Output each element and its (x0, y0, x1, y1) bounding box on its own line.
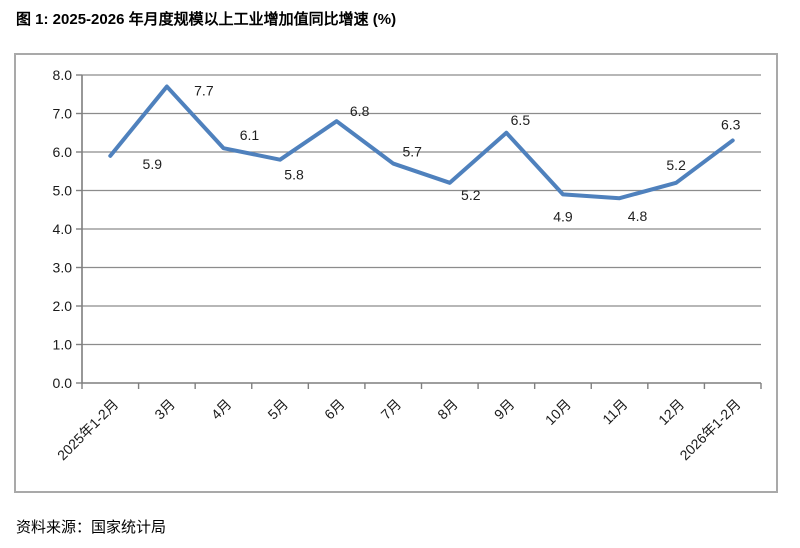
y-tick-label: 4.0 (53, 221, 73, 237)
data-label: 5.2 (461, 187, 481, 203)
data-label: 4.8 (628, 208, 648, 224)
y-tick-label: 0.0 (53, 375, 73, 391)
data-label: 5.7 (402, 144, 422, 160)
x-tick-label: 10月 (542, 396, 574, 428)
source-note: 资料来源：国家统计局 (16, 519, 167, 536)
y-tick-label: 7.0 (53, 106, 73, 122)
chart-panel: 0.0 1.0 2.0 3.0 4.0 5.0 6.0 7.0 8.0 2025年1-2月 3月 4月… (14, 53, 778, 493)
line-chart: 0.0 1.0 2.0 3.0 4.0 5.0 6.0 7.0 8.0 2025年1-2月 3月 4月… (53, 67, 762, 463)
x-tick-label: 2025年1-2月 (54, 396, 121, 463)
data-label: 5.8 (284, 167, 304, 183)
x-tick-label: 8月 (434, 396, 461, 423)
x-tick-label: 12月 (655, 396, 687, 428)
series-line (108, 84, 735, 201)
data-label: 6.8 (350, 103, 370, 119)
y-tick-label: 5.0 (53, 183, 73, 199)
data-label: 6.3 (721, 116, 741, 132)
data-label: 5.9 (143, 156, 163, 172)
data-label: 4.9 (553, 208, 573, 224)
data-label: 6.5 (511, 112, 531, 128)
chart-title: 图 1: 2025-2026 年月度规模以上工业增加值同比增速 (%) (16, 11, 397, 28)
x-tick-label: 11月 (599, 396, 630, 427)
x-tick-label: 4月 (208, 396, 235, 423)
x-tick-label: 9月 (491, 396, 518, 423)
x-tick-label: 5月 (264, 396, 291, 423)
y-tick-label: 8.0 (53, 67, 73, 83)
data-label: 6.1 (240, 127, 260, 143)
y-tick-label: 1.0 (53, 337, 73, 353)
data-label: 7.7 (194, 83, 214, 99)
x-tick-label: 6月 (321, 396, 348, 423)
y-tick-label: 3.0 (53, 260, 73, 276)
x-tick-label: 2026年1-2月 (676, 396, 743, 463)
x-tick-label: 7月 (378, 396, 405, 423)
data-label: 5.2 (666, 157, 686, 173)
x-tick-label: 3月 (151, 396, 178, 423)
y-tick-label: 2.0 (53, 298, 73, 314)
y-tick-label: 6.0 (53, 144, 73, 160)
